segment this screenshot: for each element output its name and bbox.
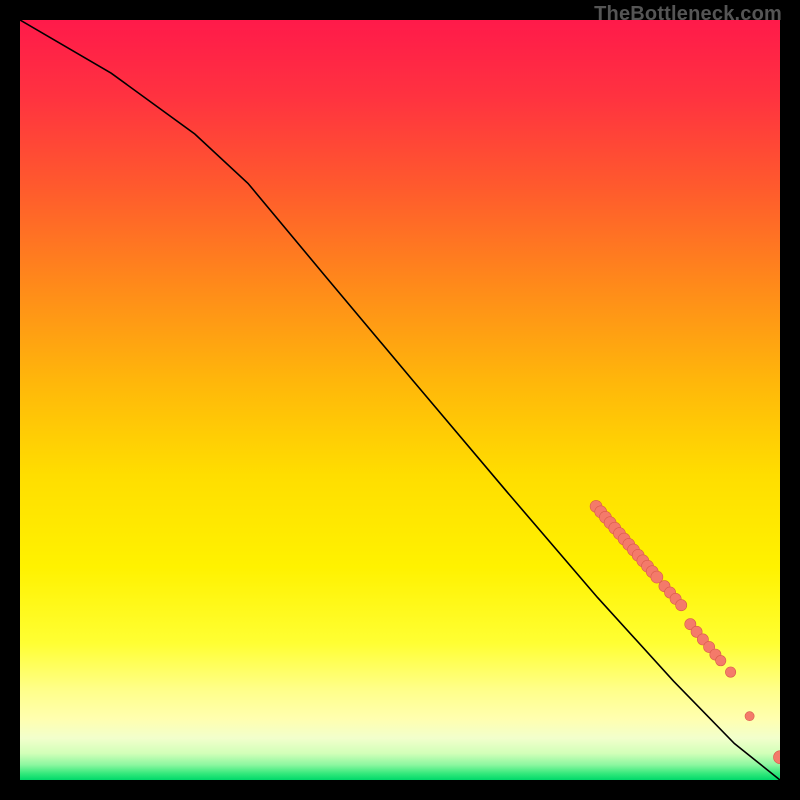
data-marker (745, 712, 754, 721)
chart-container: { "chart": { "type": "line_with_heatmap_… (0, 0, 800, 800)
heatmap-background (20, 20, 780, 780)
plot-area (20, 20, 780, 780)
watermark-label: TheBottleneck.com (594, 3, 782, 26)
data-marker (716, 655, 726, 665)
data-marker (725, 667, 735, 677)
chart-svg (20, 20, 780, 780)
data-marker (651, 571, 663, 583)
data-marker (676, 600, 687, 611)
